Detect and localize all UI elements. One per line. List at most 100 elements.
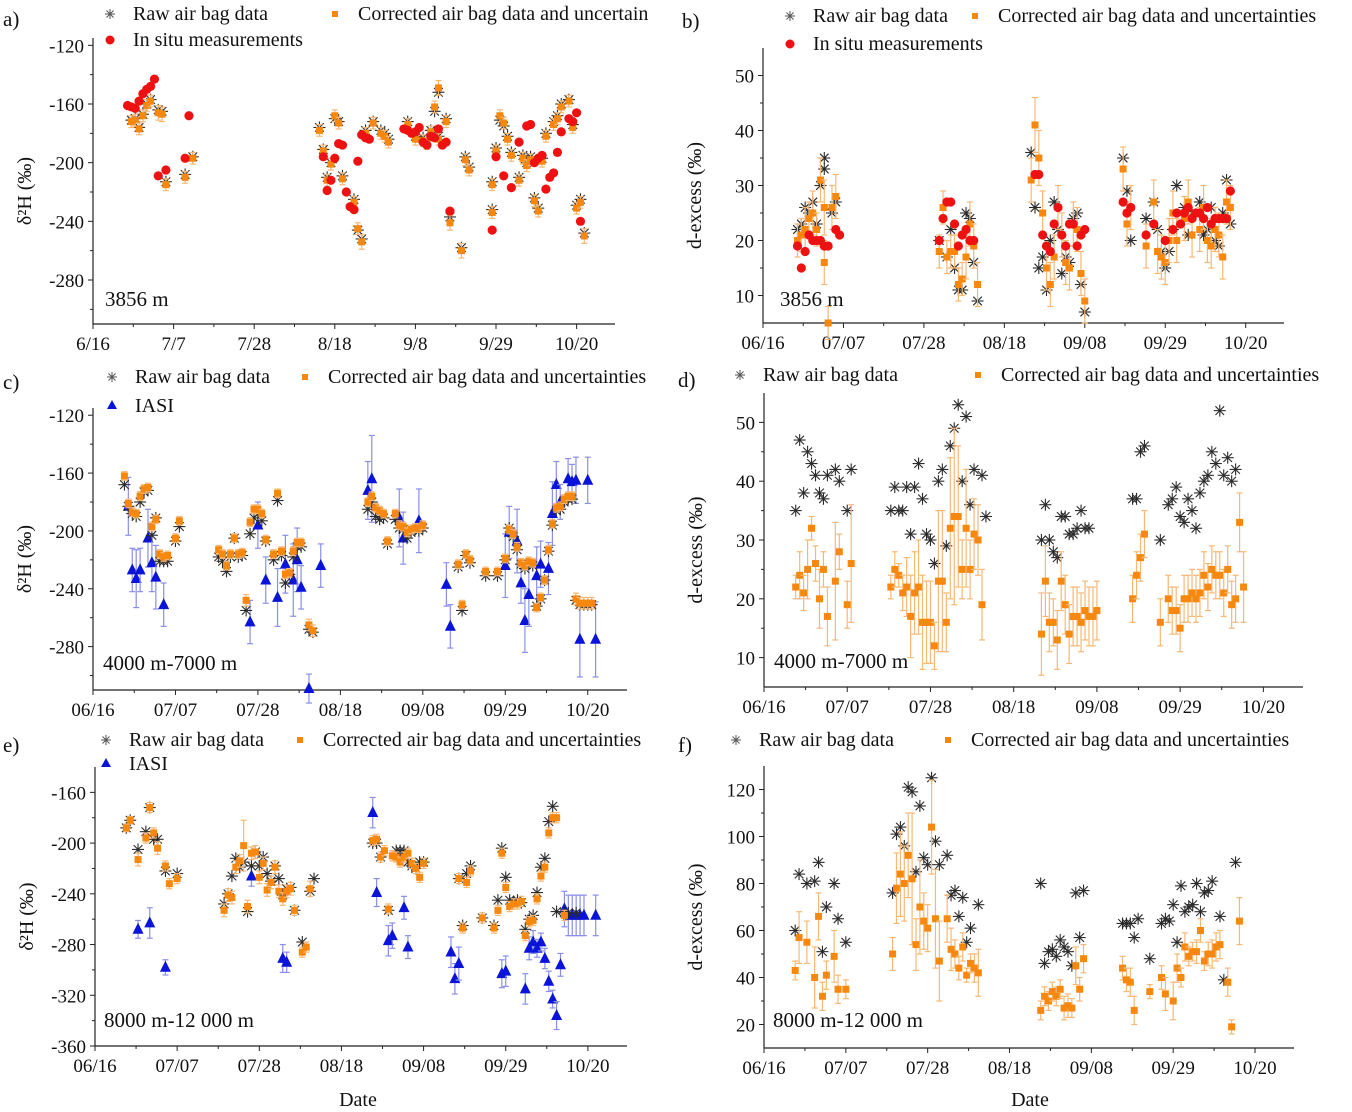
data-point bbox=[556, 127, 566, 137]
data-point bbox=[215, 546, 223, 554]
data-point bbox=[184, 111, 194, 121]
data-point bbox=[972, 898, 985, 911]
data-point bbox=[1229, 463, 1242, 476]
x-tick-label: 6/16 bbox=[76, 334, 110, 355]
y-tick-label: -240 bbox=[51, 885, 86, 906]
series-square bbox=[791, 779, 1243, 1035]
data-point bbox=[809, 469, 822, 482]
x-tick-label: 09/08 bbox=[401, 700, 444, 721]
data-point bbox=[331, 112, 339, 120]
x-tick-label: 08/18 bbox=[319, 700, 362, 721]
data-point bbox=[908, 875, 916, 883]
data-point bbox=[576, 198, 584, 206]
data-point bbox=[949, 219, 960, 229]
data-point bbox=[1080, 224, 1090, 235]
data-point bbox=[542, 561, 554, 573]
data-point bbox=[1181, 943, 1189, 951]
data-point bbox=[1060, 1004, 1068, 1012]
data-point bbox=[1038, 230, 1048, 240]
data-point bbox=[1093, 607, 1101, 615]
data-point bbox=[962, 253, 970, 261]
data-point bbox=[970, 964, 978, 972]
legend: Raw air bag data Corrected air bag data a… bbox=[101, 729, 641, 775]
data-point bbox=[1073, 931, 1086, 944]
data-point bbox=[305, 621, 313, 629]
data-point bbox=[968, 463, 981, 476]
x-tick-label: 06/16 bbox=[73, 1056, 116, 1077]
data-point bbox=[1081, 607, 1089, 615]
legend: Raw air bag data Corrected air bag data a… bbox=[735, 364, 1319, 386]
legend-square-icon bbox=[297, 737, 303, 743]
altitude-label: 3856 m bbox=[105, 287, 169, 311]
data-point bbox=[950, 512, 958, 520]
data-point bbox=[120, 472, 128, 480]
data-point bbox=[1054, 933, 1067, 946]
data-point bbox=[527, 935, 539, 947]
data-point bbox=[907, 612, 915, 620]
data-point bbox=[1232, 595, 1240, 603]
data-point bbox=[974, 536, 982, 544]
legend-label: Corrected air bag data and uncertainties bbox=[998, 5, 1316, 27]
data-point bbox=[1224, 978, 1232, 986]
data-point bbox=[899, 589, 907, 597]
data-point bbox=[398, 901, 410, 913]
data-point bbox=[1072, 241, 1082, 251]
data-point bbox=[578, 908, 590, 920]
data-point bbox=[1061, 945, 1074, 958]
data-point bbox=[959, 943, 967, 951]
data-point bbox=[1049, 618, 1057, 626]
data-point bbox=[919, 618, 927, 626]
data-point bbox=[180, 153, 190, 163]
data-point bbox=[829, 463, 842, 476]
data-point bbox=[1215, 231, 1223, 239]
data-point bbox=[939, 204, 947, 211]
data-point bbox=[793, 237, 801, 244]
panel-label: e) bbox=[3, 733, 19, 757]
data-point bbox=[820, 259, 828, 266]
data-point bbox=[377, 853, 385, 861]
data-point bbox=[954, 281, 962, 288]
data-point bbox=[245, 869, 257, 881]
data-point bbox=[135, 125, 143, 133]
legend: Raw air bag data Corrected air bag data a… bbox=[107, 366, 646, 417]
legend-label: Raw air bag data bbox=[133, 3, 268, 25]
data-point bbox=[1045, 246, 1055, 257]
data-point bbox=[514, 137, 524, 147]
panel-f: 06/16 07/07 07/28 08/18 09/08 09/29 10/20 20 40 6… bbox=[678, 729, 1294, 1079]
y-tick-label: -200 bbox=[49, 154, 84, 175]
data-point bbox=[1061, 601, 1069, 609]
data-point bbox=[888, 481, 901, 494]
data-point bbox=[545, 829, 553, 837]
panel-label: d) bbox=[678, 368, 696, 392]
data-point bbox=[519, 982, 531, 994]
legend-item: IASI bbox=[101, 753, 168, 775]
data-point bbox=[1053, 636, 1061, 644]
data-point bbox=[130, 103, 140, 113]
data-point bbox=[904, 851, 912, 859]
data-point bbox=[816, 945, 829, 958]
data-point bbox=[800, 246, 810, 257]
y-tick-label: 10 bbox=[736, 649, 755, 670]
data-point bbox=[238, 549, 246, 557]
data-point bbox=[525, 918, 533, 926]
data-point bbox=[1198, 213, 1209, 224]
data-point bbox=[523, 941, 535, 953]
data-point bbox=[144, 484, 152, 492]
legend-asterisk-icon bbox=[105, 9, 115, 19]
x-tick-label: 07/28 bbox=[902, 333, 945, 354]
data-point bbox=[478, 914, 486, 922]
data-point bbox=[287, 885, 295, 893]
data-point bbox=[1226, 204, 1234, 211]
legend-label: In situ measurements bbox=[813, 33, 983, 55]
data-point bbox=[1138, 439, 1151, 452]
data-point bbox=[1168, 607, 1176, 615]
data-point bbox=[132, 922, 144, 934]
data-point bbox=[430, 133, 440, 143]
data-point bbox=[537, 150, 547, 160]
data-point bbox=[546, 506, 558, 518]
x-tick-label: 8/18 bbox=[318, 334, 352, 355]
data-point bbox=[1161, 259, 1169, 266]
data-point bbox=[491, 152, 501, 162]
data-point bbox=[1182, 492, 1195, 505]
data-point bbox=[160, 553, 168, 561]
